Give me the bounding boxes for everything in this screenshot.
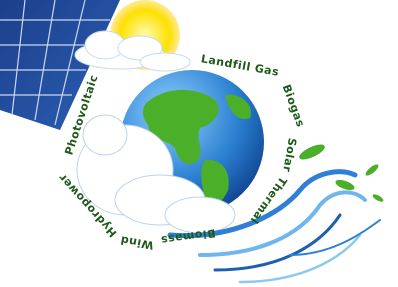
label: Biogas bbox=[280, 83, 307, 129]
label: Thermal bbox=[247, 174, 289, 226]
label: Wind bbox=[119, 233, 154, 252]
illustration: Photovoltaic Landfill Gas Biogas Solar T… bbox=[0, 0, 398, 287]
label: Solar bbox=[280, 137, 299, 173]
page: {"labels": ["Photovoltaic", "Landfill Ga… bbox=[0, 0, 398, 287]
